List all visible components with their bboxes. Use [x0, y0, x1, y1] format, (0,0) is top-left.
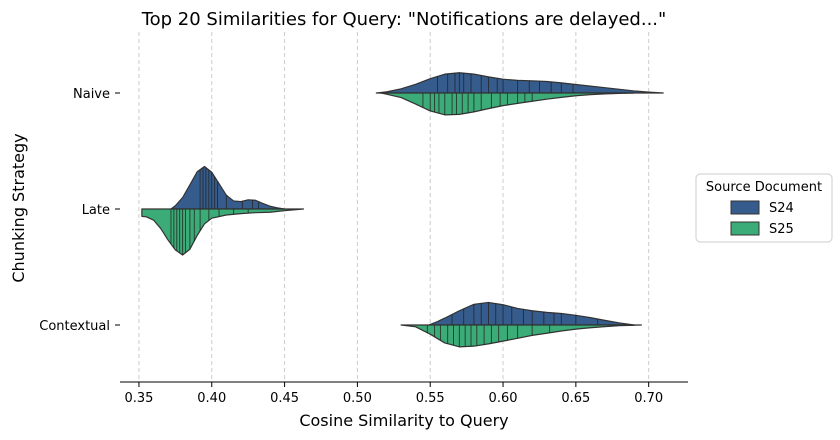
- x-tick-label: 0.35: [124, 391, 153, 406]
- x-tick-label: 0.65: [561, 391, 590, 406]
- y-tick-label: Naive: [73, 87, 110, 102]
- x-tick-label: 0.50: [343, 391, 372, 406]
- legend-swatch-s25: [730, 221, 760, 236]
- violin-plot-area: [141, 72, 664, 348]
- x-tick-label: 0.70: [634, 391, 663, 406]
- legend-swatch-s24: [730, 200, 760, 215]
- violin-body: [170, 165, 286, 210]
- x-tick-label: 0.45: [270, 391, 299, 406]
- violin-contextual-s24: [428, 301, 635, 326]
- x-tick-label: 0.40: [197, 391, 226, 406]
- x-axis-label: Cosine Similarity to Query: [299, 411, 508, 430]
- y-axis-label: Chunking Strategy: [9, 133, 28, 282]
- x-tick-label: 0.55: [416, 391, 445, 406]
- y-tick-label: Late: [82, 203, 110, 218]
- violin-late-s24: [170, 165, 286, 210]
- violin-late-s25: [141, 208, 305, 256]
- violin-contextual-s25: [400, 324, 642, 348]
- violin-body: [428, 301, 635, 326]
- violin-body: [400, 324, 642, 348]
- violin-naive-s24: [375, 72, 664, 94]
- legend-label-s25: S25: [769, 222, 794, 237]
- axes: 0.35 0.40 0.45 0.50 0.55 0.60 0.65 0.70 Naive Lat…: [39, 87, 688, 406]
- violin-naive-s25: [380, 92, 635, 116]
- violin-body: [375, 72, 664, 94]
- legend: Source Document S24 S25: [695, 173, 833, 243]
- violin-body: [141, 208, 305, 256]
- chart-title: Top 20 Similarities for Query: "Notifica…: [141, 9, 667, 30]
- legend-frame: [695, 173, 833, 243]
- legend-label-s24: S24: [769, 201, 794, 216]
- y-tick-label: Contextual: [39, 319, 110, 334]
- legend-title: Source Document: [706, 180, 822, 195]
- x-tick-label: 0.60: [489, 391, 518, 406]
